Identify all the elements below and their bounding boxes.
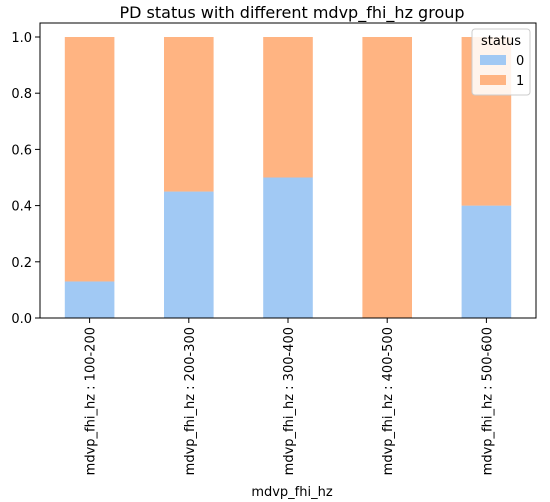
y-tick-label-3: 0.4 — [11, 200, 32, 215]
legend-title: status — [481, 34, 521, 49]
bar-segment-status-1-1 — [64, 37, 115, 282]
y-tick-label-6: 1.0 — [11, 31, 32, 46]
x-axis: mdvp_fhi_hz : 100-200 mdvp_fhi_hz : 200-3… — [84, 318, 495, 475]
bars-group — [64, 37, 512, 318]
y-tick-label-2: 0.2 — [11, 256, 32, 271]
legend-label-0: 0 — [516, 54, 524, 69]
legend-label-1: 1 — [516, 74, 524, 89]
x-axis-label: mdvp_fhi_hz — [251, 485, 333, 500]
y-tick-label-1: 0.0 — [11, 312, 32, 327]
plot-frame — [39, 22, 537, 319]
y-tick-label-5: 0.8 — [11, 87, 32, 102]
legend: status 0 1 — [471, 28, 531, 96]
y-tick-label-4: 0.6 — [11, 143, 32, 158]
x-tick-label-3: mdvp_fhi_hz : 300-400 — [282, 327, 297, 475]
legend-swatch-1 — [480, 75, 506, 85]
y-axis: 0.0 0.2 0.4 0.6 0.8 1.0 — [11, 31, 40, 327]
bar-segment-status-0-3 — [263, 177, 313, 318]
bar-segment-status-1-3 — [263, 37, 313, 178]
chart-title: PD status with different mdvp_fhi_hz gro… — [119, 3, 464, 23]
bar-segment-status-1-4 — [362, 37, 412, 318]
x-tick-label-4: mdvp_fhi_hz : 400-500 — [381, 327, 396, 475]
x-tick-label-1: mdvp_fhi_hz : 100-200 — [84, 327, 99, 475]
bar-segment-status-1-2 — [164, 37, 214, 192]
x-tick-label-5: mdvp_fhi_hz : 500-600 — [480, 327, 495, 475]
bar-segment-status-0-2 — [164, 191, 214, 318]
x-tick-label-2: mdvp_fhi_hz : 200-300 — [183, 327, 198, 475]
bar-segment-status-0-1 — [64, 281, 115, 318]
legend-swatch-0 — [480, 55, 506, 65]
bar-segment-status-0-5 — [461, 205, 512, 318]
